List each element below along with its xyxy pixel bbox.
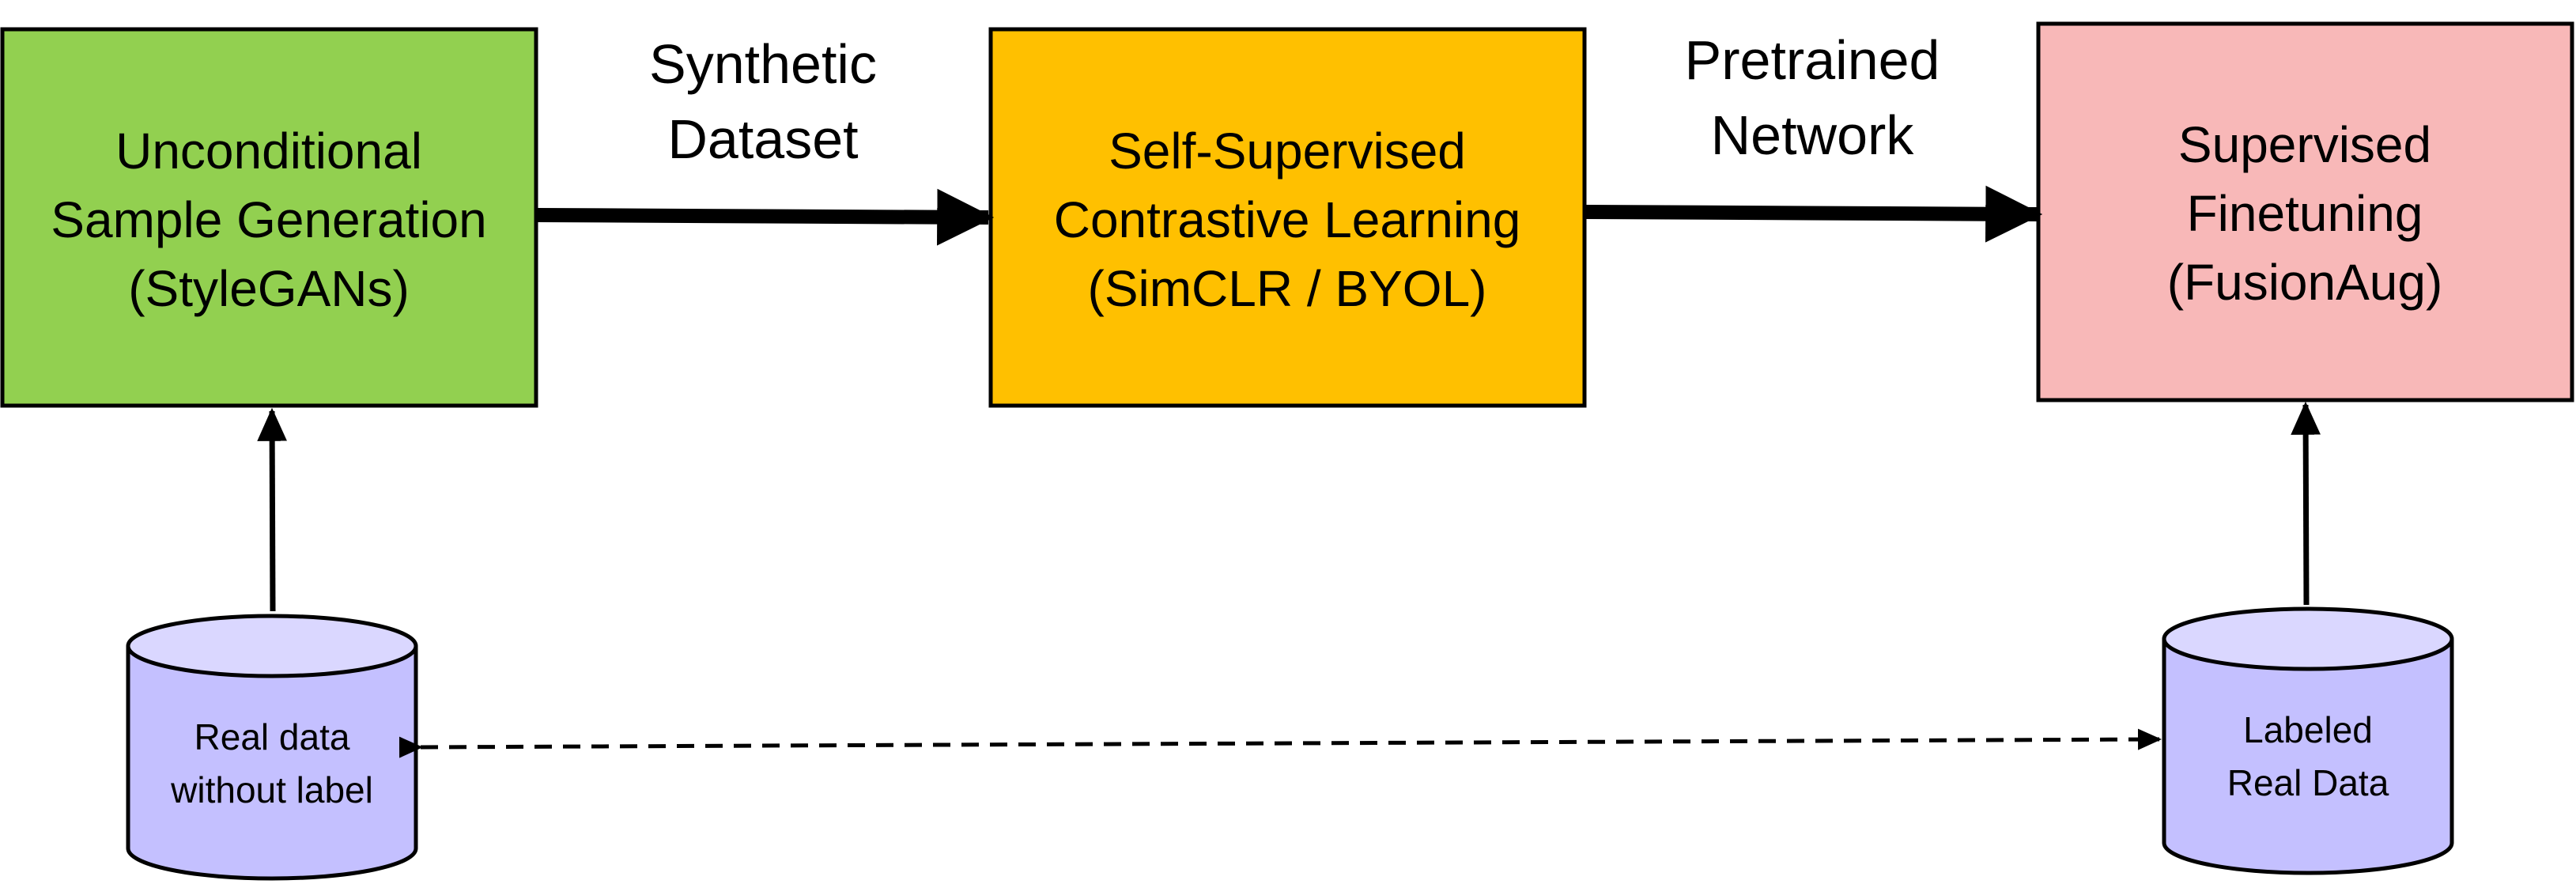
pretrained-network-label-line-1: Pretrained xyxy=(1685,29,1940,91)
synthetic-dataset-label-line-2: Dataset xyxy=(667,108,858,170)
unlabeled-data-line-1: Real data xyxy=(195,716,350,757)
labeled-cylinder-body xyxy=(2162,639,2454,875)
finetuning-box: Supervised Finetuning (FusionAug) xyxy=(2036,21,2574,402)
labeled-cylinder-top xyxy=(2162,606,2454,671)
data-correspondence-arrow xyxy=(398,728,2162,758)
unlabeled-to-generation-arrow xyxy=(257,407,288,612)
generation-box-shape xyxy=(0,27,538,408)
finetuning-box-line-1: Supervised xyxy=(2178,116,2431,173)
pretrained-network-label-line-2: Network xyxy=(1711,104,1915,166)
generation-box-line-3: (StyleGANs) xyxy=(128,260,410,317)
generation-box: Unconditional Sample Generation (StyleGA… xyxy=(0,27,538,408)
generation-box-line-2: Sample Generation xyxy=(51,191,486,248)
unlabeled-data-line-2: without label xyxy=(170,769,373,810)
contrastive-box-line-3: (SimCLR / BYOL) xyxy=(1088,260,1487,317)
finetuning-box-shape xyxy=(2036,21,2574,402)
contrastive-box-line-2: Contrastive Learning xyxy=(1054,191,1521,248)
unlabeled-cylinder-top xyxy=(126,614,418,678)
finetuning-box-line-2: Finetuning xyxy=(2187,185,2423,242)
contrastive-box-shape xyxy=(988,27,1587,408)
labeled-data-cylinder: Labeled Real Data xyxy=(2162,606,2454,875)
labeled-data-line-1: Labeled xyxy=(2243,709,2373,750)
pretrained-network-arrow xyxy=(1585,185,2043,243)
contrastive-box: Self-Supervised Contrastive Learning (Si… xyxy=(988,27,1587,408)
labeled-data-line-2: Real Data xyxy=(2227,762,2389,803)
contrastive-box-line-1: Self-Supervised xyxy=(1109,123,1466,179)
synthetic-dataset-arrow xyxy=(537,188,995,246)
finetuning-box-line-3: (FusionAug) xyxy=(2167,254,2443,311)
generation-box-line-1: Unconditional xyxy=(115,123,422,179)
unlabeled-data-cylinder: Real data without label xyxy=(126,614,418,881)
synthetic-dataset-label-line-1: Synthetic xyxy=(649,33,877,95)
unlabeled-cylinder-body xyxy=(126,646,418,881)
